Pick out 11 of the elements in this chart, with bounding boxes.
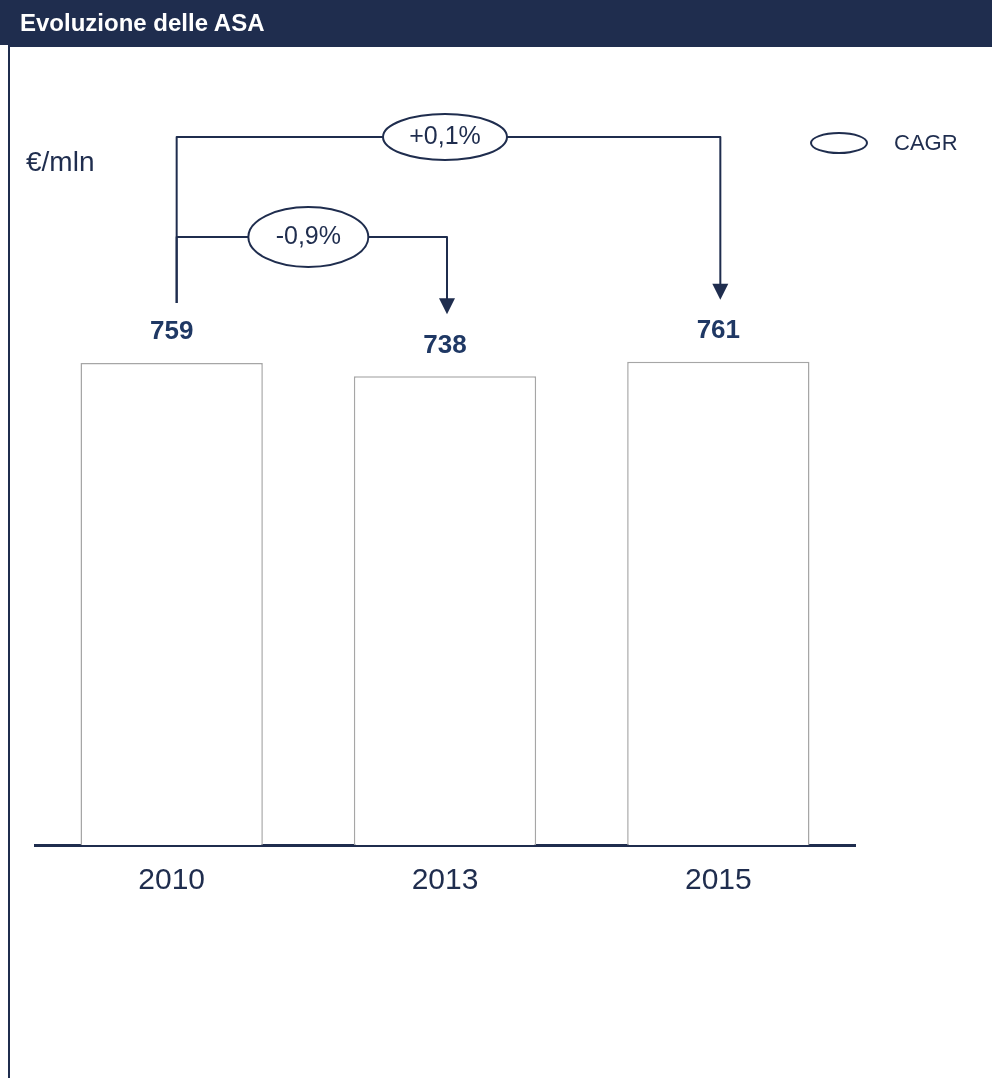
x-tick-label: 2013 xyxy=(411,862,479,896)
x-tick-label: 2015 xyxy=(684,862,752,896)
text: €/mln xyxy=(26,146,95,178)
text: -0,9% xyxy=(275,220,341,249)
text: +0,1% xyxy=(409,120,481,149)
data-label: 759 xyxy=(149,315,194,346)
text: CAGR xyxy=(894,130,958,156)
data-label: 761 xyxy=(696,313,741,344)
chart-title: Evoluzione delle ASA xyxy=(0,0,992,45)
x-tick-label: 2010 xyxy=(138,862,206,896)
data-label: 738 xyxy=(423,328,467,359)
